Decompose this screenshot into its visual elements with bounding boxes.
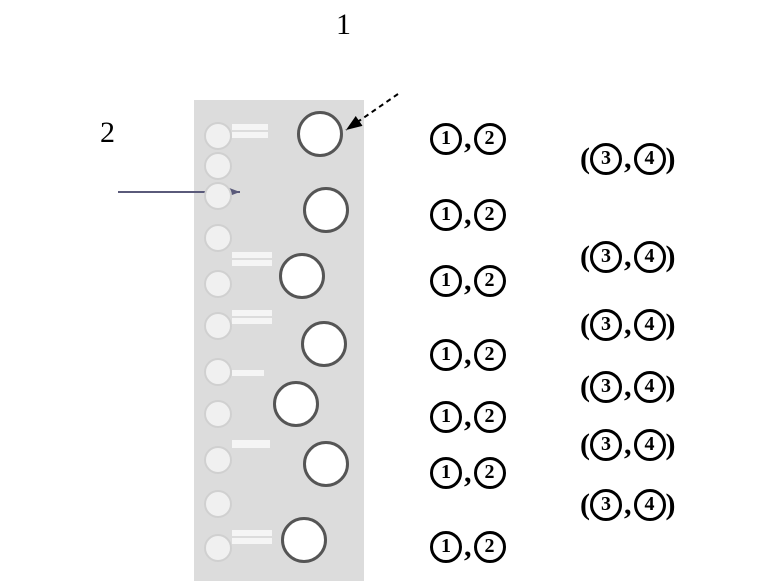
circled-digit: 3 [590, 371, 622, 403]
open-paren: ( [580, 428, 590, 461]
circled-digit: 1 [430, 265, 462, 297]
gel-band [232, 310, 272, 316]
circled-pair-34: (3,4) [580, 486, 676, 522]
close-paren: ) [666, 240, 676, 273]
circled-digit: 4 [634, 371, 666, 403]
close-paren: ) [666, 308, 676, 341]
circled-digit: 4 [634, 429, 666, 461]
comma: , [464, 122, 472, 155]
circled-pair-12: 1,2 [430, 528, 506, 564]
small-dot [204, 122, 232, 150]
circled-digit: 3 [590, 429, 622, 461]
circled-digit: 1 [430, 339, 462, 371]
gel-band [232, 440, 270, 448]
circled-digit: 2 [474, 457, 506, 489]
comma: , [464, 338, 472, 371]
label-top-1: 1 [336, 8, 351, 42]
circled-digit: 2 [474, 401, 506, 433]
circled-digit: 1 [430, 401, 462, 433]
circled-pair-12: 1,2 [430, 262, 506, 298]
comma: , [624, 240, 632, 273]
close-paren: ) [666, 428, 676, 461]
label-left-2: 2 [100, 116, 115, 150]
small-dot [204, 534, 232, 562]
comma: , [464, 456, 472, 489]
circled-digit: 1 [430, 531, 462, 563]
circled-digit: 1 [430, 199, 462, 231]
circled-digit: 2 [474, 531, 506, 563]
circled-digit: 1 [430, 457, 462, 489]
open-paren: ( [580, 142, 590, 175]
small-dot [204, 446, 232, 474]
circled-pair-34: (3,4) [580, 426, 676, 462]
gel-band [232, 124, 268, 130]
small-dot [204, 358, 232, 386]
spot-circle [279, 253, 325, 299]
close-paren: ) [666, 142, 676, 175]
circled-digit: 2 [474, 199, 506, 231]
circled-digit: 2 [474, 339, 506, 371]
circled-digit: 2 [474, 123, 506, 155]
circled-pair-34: (3,4) [580, 140, 676, 176]
circled-digit: 3 [590, 309, 622, 341]
circled-pair-12: 1,2 [430, 336, 506, 372]
circled-pair-12: 1,2 [430, 454, 506, 490]
circled-digit: 3 [590, 143, 622, 175]
close-paren: ) [666, 370, 676, 403]
circled-digit: 2 [474, 265, 506, 297]
circled-pair-12: 1,2 [430, 196, 506, 232]
circled-digit: 1 [430, 123, 462, 155]
gel-band [232, 252, 272, 258]
spot-circle [281, 517, 327, 563]
spot-circle [273, 381, 319, 427]
comma: , [624, 308, 632, 341]
comma: , [624, 488, 632, 521]
circled-pair-34: (3,4) [580, 368, 676, 404]
circled-digit: 3 [590, 489, 622, 521]
small-dot [204, 152, 232, 180]
circled-digit: 4 [634, 143, 666, 175]
comma: , [464, 198, 472, 231]
circled-digit: 3 [590, 241, 622, 273]
circled-digit: 4 [634, 489, 666, 521]
small-dot [204, 400, 232, 428]
comma: , [464, 400, 472, 433]
small-dot [204, 270, 232, 298]
spot-circle [297, 111, 343, 157]
gel-band [232, 260, 272, 266]
spot-circle [301, 321, 347, 367]
open-paren: ( [580, 488, 590, 521]
open-paren: ( [580, 240, 590, 273]
gel-band [232, 132, 268, 138]
comma: , [624, 142, 632, 175]
comma: , [624, 370, 632, 403]
open-paren: ( [580, 308, 590, 341]
open-paren: ( [580, 370, 590, 403]
spot-circle [303, 441, 349, 487]
circled-pair-12: 1,2 [430, 120, 506, 156]
circled-pair-12: 1,2 [430, 398, 506, 434]
gel-band [232, 318, 272, 324]
circled-pair-34: (3,4) [580, 238, 676, 274]
diagram-stage: 1 2 1,21,21,21,21,21,21,2 (3,4)(3,4)(3,4… [0, 0, 762, 581]
circled-digit: 4 [634, 241, 666, 273]
circled-pair-34: (3,4) [580, 306, 676, 342]
close-paren: ) [666, 488, 676, 521]
comma: , [464, 264, 472, 297]
gel-band [232, 370, 264, 376]
small-dot [204, 182, 232, 210]
small-dot [204, 312, 232, 340]
gel-band [232, 530, 272, 536]
gel-band [232, 538, 272, 544]
small-dot [204, 490, 232, 518]
circled-digit: 4 [634, 309, 666, 341]
spot-circle [303, 187, 349, 233]
small-dot [204, 224, 232, 252]
comma: , [624, 428, 632, 461]
comma: , [464, 530, 472, 563]
